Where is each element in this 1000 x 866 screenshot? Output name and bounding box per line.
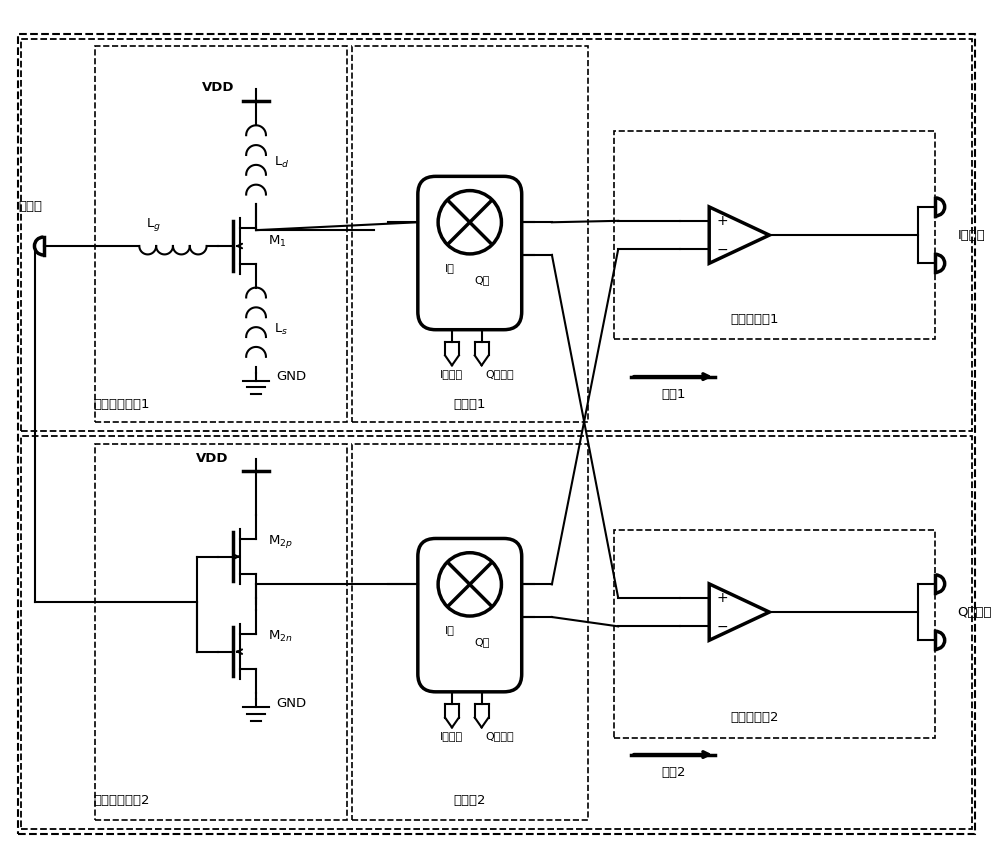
Text: I路本振: I路本振 <box>439 369 463 379</box>
Bar <box>21 39 972 431</box>
Text: I路: I路 <box>445 625 455 635</box>
Bar <box>352 444 588 820</box>
Text: 输入端: 输入端 <box>18 200 42 213</box>
Text: I路: I路 <box>445 262 455 273</box>
Text: 支路2: 支路2 <box>661 766 686 779</box>
Text: L$_s$: L$_s$ <box>274 321 288 337</box>
Text: GND: GND <box>276 696 306 709</box>
Text: 低噪声放大全2: 低噪声放大全2 <box>93 793 150 806</box>
Text: Q路: Q路 <box>474 275 489 285</box>
Text: VDD: VDD <box>196 452 228 465</box>
Bar <box>352 46 588 422</box>
Text: L$_g$: L$_g$ <box>146 216 161 233</box>
Text: Q路本振: Q路本振 <box>485 732 514 741</box>
Bar <box>614 132 935 339</box>
Text: I路本振: I路本振 <box>439 732 463 741</box>
Text: 混频全2: 混频全2 <box>454 793 486 806</box>
Text: M$_{2p}$: M$_{2p}$ <box>268 533 293 550</box>
Text: 跨阻放大全1: 跨阻放大全1 <box>730 313 779 326</box>
Text: L$_d$: L$_d$ <box>274 155 289 171</box>
Text: VDD: VDD <box>202 81 234 94</box>
Text: +: + <box>717 214 728 228</box>
Text: Q路输出: Q路输出 <box>958 605 992 618</box>
Text: 支路1: 支路1 <box>661 388 686 401</box>
Text: −: − <box>717 619 728 633</box>
Bar <box>95 444 347 820</box>
Text: −: − <box>717 242 728 256</box>
Text: 跨阻放大全2: 跨阻放大全2 <box>730 712 779 725</box>
Text: Q路本振: Q路本振 <box>485 369 514 379</box>
Bar <box>21 436 972 829</box>
Text: 混频全1: 混频全1 <box>454 397 486 410</box>
Bar <box>614 530 935 738</box>
Text: M$_{2n}$: M$_{2n}$ <box>268 630 293 644</box>
Text: 低噪声放大全1: 低噪声放大全1 <box>93 397 150 410</box>
Text: M$_1$: M$_1$ <box>268 234 286 249</box>
Text: +: + <box>717 591 728 604</box>
Text: Q路: Q路 <box>474 637 489 647</box>
Text: I路输出: I路输出 <box>958 229 985 242</box>
Bar <box>95 46 347 422</box>
Text: GND: GND <box>276 370 306 383</box>
